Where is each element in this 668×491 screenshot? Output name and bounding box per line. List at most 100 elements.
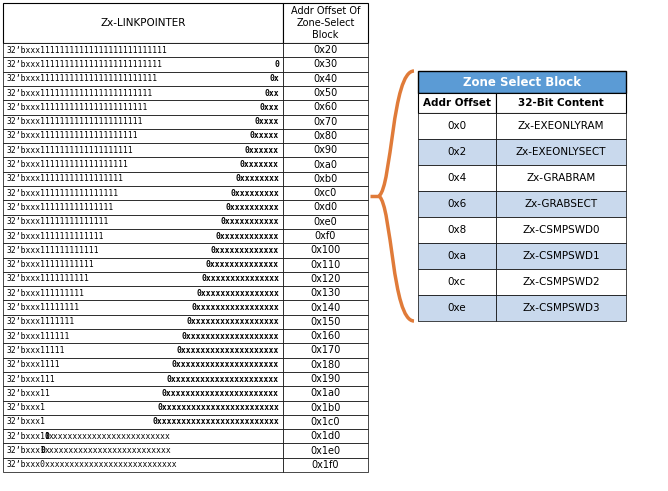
Bar bbox=[283, 143, 368, 158]
Text: 32ʼbxxx111111111111111111: 32ʼbxxx111111111111111111 bbox=[7, 160, 129, 169]
Text: 0x130: 0x130 bbox=[311, 288, 341, 298]
Bar bbox=[3, 458, 283, 472]
Text: 0xxx: 0xxx bbox=[259, 103, 279, 112]
Text: 32ʼbxxx1111111111111: 32ʼbxxx1111111111111 bbox=[7, 232, 104, 241]
Bar bbox=[283, 329, 368, 343]
Bar bbox=[3, 3, 283, 43]
Text: 0xa: 0xa bbox=[448, 251, 466, 261]
Text: 32ʼbxxx1111111111111111111: 32ʼbxxx1111111111111111111 bbox=[7, 146, 134, 155]
Text: 0xc0: 0xc0 bbox=[314, 188, 337, 198]
Text: 0xf0: 0xf0 bbox=[315, 231, 336, 241]
Bar bbox=[283, 158, 368, 172]
Bar bbox=[418, 93, 496, 113]
Text: 0x1d0: 0x1d0 bbox=[311, 431, 341, 441]
Text: Zx-CSMPSWD2: Zx-CSMPSWD2 bbox=[522, 277, 600, 287]
Bar bbox=[3, 186, 283, 200]
Bar bbox=[3, 243, 283, 257]
Text: 0xxxxxxxxxxxxxxxxxxxx: 0xxxxxxxxxxxxxxxxxxxx bbox=[176, 346, 279, 355]
Text: 32ʼbxxx1: 32ʼbxxx1 bbox=[7, 403, 46, 412]
Text: 0xxxxxxxx: 0xxxxxxxx bbox=[235, 174, 279, 183]
Bar bbox=[283, 372, 368, 386]
Bar bbox=[3, 386, 283, 401]
Bar bbox=[283, 357, 368, 372]
Bar bbox=[3, 272, 283, 286]
Bar bbox=[283, 300, 368, 315]
Text: 32ʼbxxx11: 32ʼbxxx11 bbox=[7, 432, 51, 441]
Text: 0x1e0: 0x1e0 bbox=[311, 445, 341, 456]
Text: 32ʼbxxx11: 32ʼbxxx11 bbox=[7, 389, 51, 398]
Text: 32ʼbxxx1111111: 32ʼbxxx1111111 bbox=[7, 317, 75, 327]
Text: 0x100: 0x100 bbox=[311, 246, 341, 255]
Text: Zone Select Block: Zone Select Block bbox=[463, 76, 581, 88]
Text: 0xxxxxxxxxxxxxxx: 0xxxxxxxxxxxxxxx bbox=[201, 274, 279, 283]
Text: Addr Offset: Addr Offset bbox=[423, 98, 491, 108]
Text: 32ʼbxxx11111111111111: 32ʼbxxx11111111111111 bbox=[7, 217, 110, 226]
Bar bbox=[3, 415, 283, 429]
Bar bbox=[3, 215, 283, 229]
Bar bbox=[3, 172, 283, 186]
Text: 0xxxxxxxxxxxxxxxxxxxxxxxx: 0xxxxxxxxxxxxxxxxxxxxxxxx bbox=[157, 403, 279, 412]
Bar bbox=[283, 272, 368, 286]
Text: 32ʼbxxx111111111111111111111111: 32ʼbxxx111111111111111111111111 bbox=[7, 74, 158, 83]
Text: 32ʼbxxx11111111111: 32ʼbxxx11111111111 bbox=[7, 260, 95, 269]
Text: 0x6: 0x6 bbox=[448, 199, 467, 209]
Bar bbox=[283, 100, 368, 114]
Text: 32ʼbxxx0xxxxxxxxxxxxxxxxxxxxxxxxxxx: 32ʼbxxx0xxxxxxxxxxxxxxxxxxxxxxxxxxx bbox=[7, 461, 178, 469]
Bar bbox=[3, 429, 283, 443]
Text: 0x80: 0x80 bbox=[313, 131, 337, 141]
Bar bbox=[283, 386, 368, 401]
Bar bbox=[283, 229, 368, 243]
Text: 32ʼbxxx11111111111111111111111: 32ʼbxxx11111111111111111111111 bbox=[7, 88, 153, 98]
Bar bbox=[418, 217, 496, 243]
Text: 0xxxxxxxxxxxxx: 0xxxxxxxxxxxxx bbox=[210, 246, 279, 255]
Text: 0x50: 0x50 bbox=[313, 88, 337, 98]
Text: 0x8: 0x8 bbox=[448, 225, 467, 235]
Bar bbox=[283, 200, 368, 215]
Text: 0x120: 0x120 bbox=[311, 274, 341, 284]
Bar bbox=[418, 295, 496, 321]
Bar bbox=[496, 93, 626, 113]
Bar bbox=[496, 191, 626, 217]
Text: 32ʼbxxx111111111111111: 32ʼbxxx111111111111111 bbox=[7, 203, 114, 212]
Text: 0xxxxxxxxxxxxxxxxxxx: 0xxxxxxxxxxxxxxxxxxx bbox=[182, 331, 279, 341]
Bar bbox=[3, 357, 283, 372]
Bar bbox=[283, 43, 368, 57]
Text: 32ʼbxxx1111111111111111: 32ʼbxxx1111111111111111 bbox=[7, 189, 119, 198]
Text: 0xxxxxxxxxxx: 0xxxxxxxxxxx bbox=[220, 217, 279, 226]
Text: 32ʼbxxx11111: 32ʼbxxx11111 bbox=[7, 346, 65, 355]
Bar bbox=[283, 186, 368, 200]
Text: 0xxxxxxxxxxxxxxxxxxxxx: 0xxxxxxxxxxxxxxxxxxxxx bbox=[172, 360, 279, 369]
Text: xxxxxxxxxxxxxxxxxxxxxxxxxx: xxxxxxxxxxxxxxxxxxxxxxxxxx bbox=[44, 446, 171, 455]
Bar bbox=[3, 229, 283, 243]
Text: 32ʼbxxx1: 32ʼbxxx1 bbox=[7, 446, 46, 455]
Text: 0x0: 0x0 bbox=[448, 121, 466, 131]
Text: 0xxxxx: 0xxxxx bbox=[250, 132, 279, 140]
Bar bbox=[496, 269, 626, 295]
Bar bbox=[3, 315, 283, 329]
Text: 0xc: 0xc bbox=[448, 277, 466, 287]
Bar bbox=[283, 57, 368, 72]
Text: 0x60: 0x60 bbox=[313, 102, 337, 112]
Text: 0xxxxxx: 0xxxxxx bbox=[245, 146, 279, 155]
Bar bbox=[283, 3, 368, 43]
Text: 0x150: 0x150 bbox=[311, 317, 341, 327]
Text: 0x1b0: 0x1b0 bbox=[311, 403, 341, 412]
Text: Zx-CSMPSWD0: Zx-CSMPSWD0 bbox=[522, 225, 600, 235]
Bar bbox=[3, 57, 283, 72]
Text: 32ʼbxxx111111111: 32ʼbxxx111111111 bbox=[7, 289, 85, 298]
Bar bbox=[283, 401, 368, 415]
Bar bbox=[3, 257, 283, 272]
Text: Zx-EXEONLYRAM: Zx-EXEONLYRAM bbox=[518, 121, 605, 131]
Text: 0x190: 0x190 bbox=[311, 374, 341, 384]
Text: 0xxxxxxxxxxxxxxxxxx: 0xxxxxxxxxxxxxxxxxx bbox=[186, 317, 279, 327]
Bar bbox=[496, 139, 626, 165]
Text: 0x180: 0x180 bbox=[311, 360, 341, 370]
Text: 0xxxx: 0xxxx bbox=[255, 117, 279, 126]
Text: 32ʼbxxx11111111111111111111111111: 32ʼbxxx11111111111111111111111111 bbox=[7, 46, 168, 55]
Text: 0xe0: 0xe0 bbox=[313, 217, 337, 227]
Text: 0: 0 bbox=[40, 446, 45, 455]
Bar bbox=[3, 300, 283, 315]
Text: 0xa0: 0xa0 bbox=[313, 160, 337, 169]
Text: 0x110: 0x110 bbox=[311, 260, 341, 270]
Text: 0x4: 0x4 bbox=[448, 173, 467, 183]
